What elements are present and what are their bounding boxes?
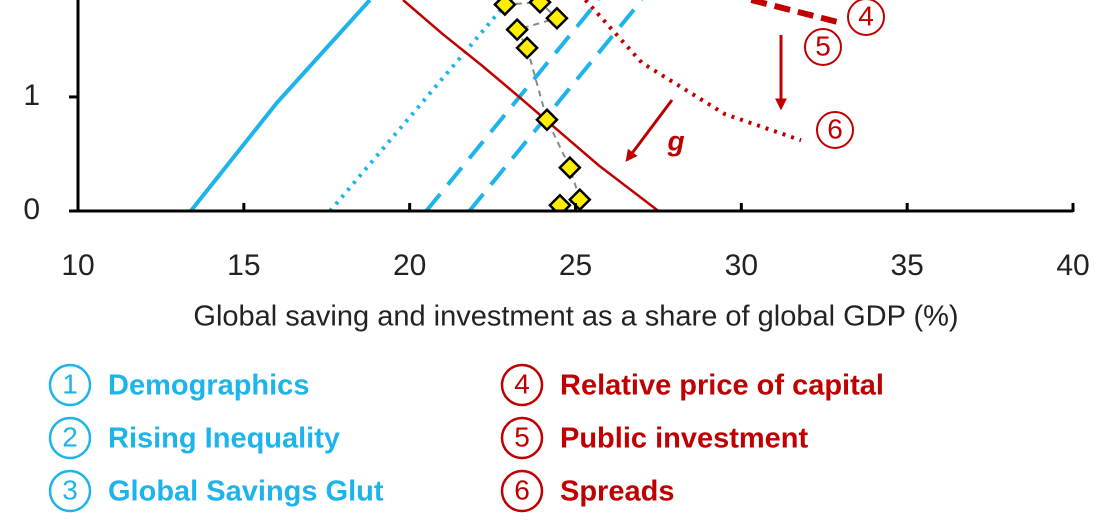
- x-tick-label: 30: [725, 249, 758, 282]
- x-tick-label: 20: [393, 249, 426, 282]
- annotation: g: [666, 125, 684, 156]
- x-axis-label: Global saving and investment as a share …: [193, 301, 958, 333]
- series-line: [583, 0, 802, 143]
- key-label: Relative price of capital: [560, 370, 884, 402]
- key-circle: [500, 469, 544, 513]
- key-circle: [48, 416, 92, 460]
- key-circle: [48, 469, 92, 513]
- data-point: [545, 6, 569, 31]
- x-tick-label: 40: [1056, 249, 1089, 282]
- arrow: [625, 99, 674, 162]
- series-line: [189, 0, 372, 211]
- data-point: [528, 0, 552, 15]
- data-point: [493, 0, 517, 17]
- data-point: [505, 17, 529, 42]
- annotation: 6: [827, 113, 843, 144]
- key-label: Global Savings Glut: [108, 476, 384, 508]
- annotation: 5: [815, 30, 831, 61]
- series-line: [328, 0, 511, 211]
- key-number: 6: [514, 474, 530, 505]
- key-label: Spreads: [560, 476, 674, 508]
- series-line: [467, 0, 644, 211]
- x-tick-label: 35: [890, 249, 923, 282]
- x-tick-label: 25: [559, 249, 592, 282]
- key-number: 3: [62, 474, 78, 505]
- key-number: 1: [62, 368, 78, 399]
- data-point: [568, 187, 592, 211]
- data-point: [548, 193, 572, 211]
- y-tick-label: 0: [23, 193, 40, 226]
- key-number: 5: [514, 421, 530, 452]
- key-circle: [500, 363, 544, 407]
- key-circle: [48, 363, 92, 407]
- annotation: 4: [858, 0, 874, 31]
- series-line: [750, 0, 842, 26]
- key-number: 4: [514, 368, 530, 399]
- annotation-circle: [804, 28, 842, 66]
- series-line: [402, 0, 660, 211]
- data-point: [515, 36, 539, 60]
- x-tick-label: 10: [61, 249, 94, 282]
- key-label: Public investment: [560, 423, 809, 455]
- key-label: Demographics: [108, 370, 309, 402]
- annotation-circle: [816, 111, 854, 149]
- annotation-circle: [847, 0, 885, 36]
- key-circle: [500, 416, 544, 460]
- key-number: 2: [62, 421, 78, 452]
- key-label: Rising Inequality: [108, 423, 340, 455]
- y-tick-label: 1: [23, 79, 40, 112]
- data-point: [558, 155, 582, 180]
- plot-area: [189, 0, 842, 211]
- x-tick-label: 15: [227, 249, 260, 282]
- data-point: [535, 107, 559, 132]
- series-line: [424, 0, 601, 211]
